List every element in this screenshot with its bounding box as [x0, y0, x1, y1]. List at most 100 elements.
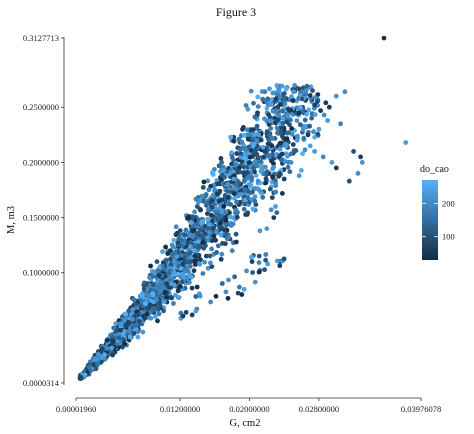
data-point — [118, 321, 124, 327]
data-point — [245, 195, 251, 201]
data-point — [114, 328, 119, 334]
data-point — [229, 248, 235, 254]
data-point — [194, 204, 200, 209]
data-point — [250, 270, 256, 275]
data-point — [218, 232, 224, 238]
data-point — [195, 230, 200, 236]
data-point — [220, 180, 226, 186]
data-point — [144, 306, 150, 312]
data-point — [206, 187, 212, 193]
data-point — [133, 323, 139, 328]
data-point — [279, 125, 285, 131]
data-point — [244, 268, 249, 274]
data-point — [236, 136, 242, 142]
data-point — [153, 314, 158, 319]
data-point — [164, 295, 170, 300]
data-point — [303, 91, 309, 97]
data-point — [148, 263, 154, 269]
data-point — [283, 141, 288, 147]
data-point — [252, 279, 258, 285]
x-tick-label: 0.01200000 — [160, 404, 200, 414]
data-point — [207, 253, 213, 259]
data-point — [303, 88, 309, 93]
data-point — [305, 132, 311, 138]
data-point — [244, 127, 250, 133]
data-point — [224, 222, 230, 227]
y-tick-label: 0.1500000 — [23, 213, 59, 223]
data-point — [234, 151, 240, 156]
data-point — [294, 118, 300, 123]
data-point — [188, 250, 193, 256]
data-point — [175, 271, 181, 277]
data-point — [180, 261, 186, 267]
x-tick-label: 0.02800000 — [299, 404, 339, 414]
data-point — [253, 151, 259, 156]
data-point — [299, 168, 304, 173]
data-point — [110, 334, 115, 340]
data-point — [307, 143, 313, 149]
data-point — [193, 196, 199, 202]
data-point — [280, 133, 285, 139]
data-point — [235, 290, 241, 296]
data-point — [156, 284, 162, 290]
data-point — [161, 285, 167, 291]
y-tick-label: 0.2000000 — [23, 157, 59, 167]
data-point — [263, 98, 269, 103]
data-point — [249, 148, 254, 153]
data-point — [214, 250, 219, 255]
data-point — [326, 104, 332, 110]
data-point — [300, 151, 305, 157]
data-point — [105, 337, 110, 343]
data-point — [214, 230, 220, 236]
data-point — [218, 256, 224, 262]
data-point — [315, 131, 321, 137]
data-point — [194, 222, 199, 228]
data-point — [208, 260, 213, 266]
data-point — [287, 169, 293, 175]
data-point — [323, 100, 329, 106]
data-point — [164, 281, 170, 286]
data-point — [325, 118, 330, 123]
data-point — [200, 233, 206, 239]
data-point — [276, 113, 282, 118]
data-point — [277, 263, 283, 269]
data-point — [150, 282, 156, 287]
data-point — [279, 151, 285, 157]
data-point — [272, 120, 278, 125]
data-point — [179, 273, 185, 279]
data-point — [255, 178, 261, 184]
data-point — [173, 292, 178, 298]
data-point — [95, 351, 101, 357]
data-point — [271, 164, 276, 170]
data-point — [297, 92, 303, 98]
data-point — [130, 307, 135, 312]
x-tick-label: 0.00001960 — [56, 404, 96, 414]
data-point — [139, 293, 145, 298]
data-point — [329, 160, 335, 165]
data-point — [233, 231, 239, 237]
data-point — [265, 141, 271, 147]
data-point — [278, 129, 284, 135]
y-tick-label: 0.0000314 — [23, 378, 60, 388]
data-point — [160, 249, 165, 255]
data-point — [154, 259, 160, 265]
data-point — [289, 126, 295, 131]
data-point — [251, 165, 256, 171]
data-point — [157, 301, 163, 307]
data-point — [201, 179, 207, 185]
data-point — [312, 149, 317, 154]
data-point — [263, 257, 268, 263]
data-point — [266, 112, 271, 117]
data-point — [307, 93, 313, 98]
data-point — [200, 271, 206, 276]
data-point — [222, 174, 227, 180]
data-point — [168, 262, 174, 268]
data-point — [135, 312, 141, 318]
data-point — [355, 171, 361, 176]
data-point — [137, 319, 142, 324]
data-point — [312, 134, 317, 140]
data-point — [255, 104, 261, 109]
data-point — [208, 299, 214, 305]
data-point — [257, 188, 262, 194]
